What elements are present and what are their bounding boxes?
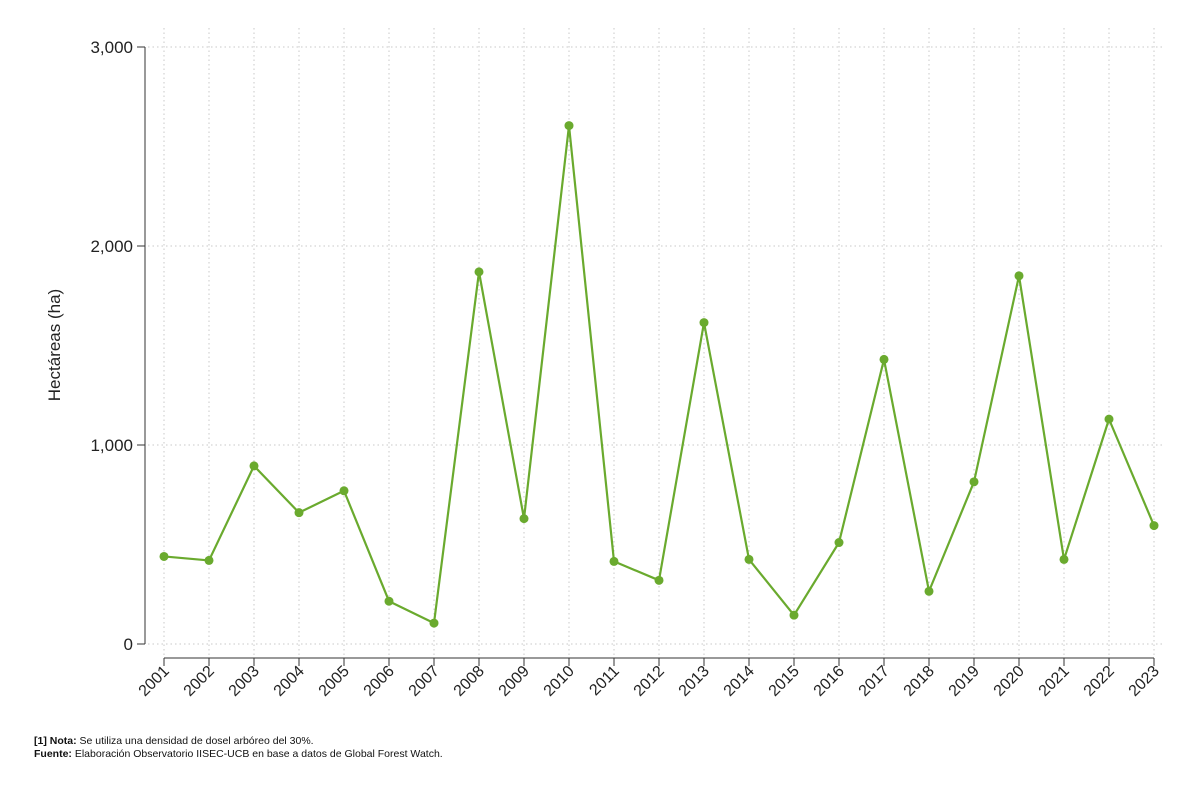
x-tick-label: 2009: [496, 663, 533, 700]
x-tick-label: 2017: [856, 663, 893, 700]
grid-lines: [148, 28, 1162, 658]
note-label: [1] Nota:: [34, 735, 77, 747]
data-point: [1014, 271, 1024, 281]
data-point: [1149, 521, 1159, 531]
x-tick-label: 2012: [631, 663, 668, 700]
data-point: [159, 551, 169, 561]
source-label: Fuente:: [34, 748, 72, 760]
data-point: [1104, 414, 1114, 424]
chart-notes: [1] Nota: Se utiliza una densidad de dos…: [34, 735, 443, 761]
data-point: [699, 318, 709, 328]
x-tick-label: 2007: [406, 663, 443, 700]
y-tick-label: 0: [124, 635, 133, 654]
x-tick-label: 2022: [1081, 663, 1118, 700]
data-point: [384, 596, 394, 606]
x-tick-label: 2018: [901, 663, 938, 700]
data-point: [519, 514, 529, 524]
data-point: [564, 121, 574, 131]
source-text: Elaboración Observatorio IISEC-UCB en ba…: [71, 748, 443, 760]
x-tick-label: 2001: [136, 663, 173, 700]
note-line: [1] Nota: Se utiliza una densidad de dos…: [34, 735, 443, 748]
x-tick-label: 2010: [541, 663, 578, 700]
y-tick-label: 3,000: [90, 38, 133, 57]
data-point: [474, 267, 484, 277]
x-tick-label: 2004: [271, 663, 308, 700]
x-tick-label: 2016: [811, 663, 848, 700]
y-tick-label: 1,000: [90, 436, 133, 455]
x-tick-label: 2011: [586, 663, 622, 699]
data-point: [969, 477, 979, 487]
x-tick-label: 2013: [676, 663, 713, 700]
data-point: [924, 586, 934, 596]
x-tick-label: 2003: [226, 663, 263, 700]
data-point: [204, 555, 214, 565]
data-point: [654, 575, 664, 585]
y-tick-label: 2,000: [90, 237, 133, 256]
x-tick-label: 2006: [361, 663, 398, 700]
x-tick-label: 2014: [721, 663, 758, 700]
note-text: Se utiliza una densidad de dosel arbóreo…: [76, 735, 314, 747]
x-tick-label: 2020: [991, 663, 1028, 700]
data-point: [879, 354, 889, 364]
data-series: [159, 121, 1159, 628]
data-point: [1059, 554, 1069, 564]
data-point: [429, 618, 439, 628]
x-tick-label: 2023: [1126, 663, 1163, 700]
line-chart: 0 1,000 2,000 3,000 2001 2002 2003 2004 2005 2006…: [45, 28, 1163, 700]
data-point: [789, 610, 799, 620]
source-line: Fuente: Elaboración Observatorio IISEC-U…: [34, 748, 443, 761]
data-point: [339, 486, 349, 496]
x-tick-label: 2019: [946, 663, 983, 700]
data-point: [834, 538, 844, 548]
data-point: [744, 554, 754, 564]
x-tick-label: 2021: [1036, 663, 1073, 700]
x-tick-label: 2005: [316, 663, 353, 700]
y-axis-label: Hectáreas (ha): [45, 289, 64, 401]
data-point: [294, 508, 304, 518]
axes: 0 1,000 2,000 3,000 2001 2002 2003 2004 2005 2006…: [90, 38, 1162, 700]
x-tick-label: 2015: [766, 663, 803, 700]
x-tick-label: 2008: [451, 663, 488, 700]
data-point: [609, 556, 619, 566]
data-point: [249, 461, 259, 471]
x-tick-label: 2002: [181, 663, 218, 700]
